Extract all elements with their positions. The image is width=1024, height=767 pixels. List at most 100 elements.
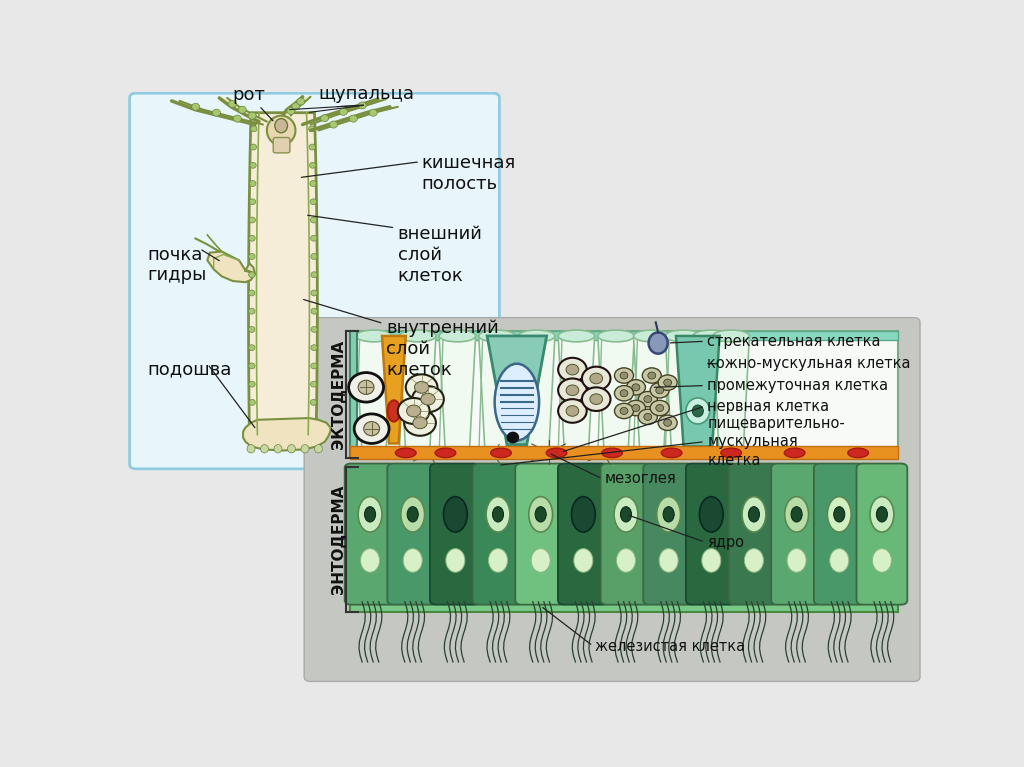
Ellipse shape bbox=[648, 372, 655, 379]
Ellipse shape bbox=[360, 548, 380, 572]
Ellipse shape bbox=[249, 344, 255, 351]
Ellipse shape bbox=[590, 374, 602, 384]
Ellipse shape bbox=[693, 330, 729, 342]
Ellipse shape bbox=[311, 308, 317, 314]
Ellipse shape bbox=[573, 548, 593, 572]
Ellipse shape bbox=[191, 104, 200, 110]
Polygon shape bbox=[303, 99, 386, 124]
Ellipse shape bbox=[311, 290, 317, 296]
Ellipse shape bbox=[308, 126, 315, 132]
Ellipse shape bbox=[632, 404, 640, 412]
Ellipse shape bbox=[247, 445, 255, 453]
Ellipse shape bbox=[310, 381, 316, 387]
Ellipse shape bbox=[664, 379, 672, 386]
Ellipse shape bbox=[870, 496, 894, 532]
Ellipse shape bbox=[412, 386, 443, 412]
Ellipse shape bbox=[493, 507, 504, 522]
Polygon shape bbox=[558, 336, 595, 456]
Ellipse shape bbox=[250, 180, 256, 186]
Ellipse shape bbox=[558, 399, 587, 423]
FancyBboxPatch shape bbox=[601, 463, 651, 604]
Ellipse shape bbox=[638, 409, 657, 425]
Ellipse shape bbox=[582, 387, 610, 411]
Ellipse shape bbox=[249, 235, 255, 241]
Polygon shape bbox=[283, 97, 310, 116]
Ellipse shape bbox=[395, 448, 416, 458]
Ellipse shape bbox=[415, 381, 429, 393]
Ellipse shape bbox=[311, 254, 317, 259]
Ellipse shape bbox=[531, 548, 550, 572]
FancyBboxPatch shape bbox=[304, 318, 920, 681]
Ellipse shape bbox=[355, 330, 392, 342]
Ellipse shape bbox=[309, 144, 315, 150]
Text: рот: рот bbox=[232, 86, 265, 104]
Ellipse shape bbox=[664, 507, 674, 522]
Ellipse shape bbox=[248, 112, 256, 119]
FancyBboxPatch shape bbox=[728, 463, 779, 604]
Bar bbox=[350, 331, 356, 458]
Ellipse shape bbox=[744, 548, 764, 572]
FancyBboxPatch shape bbox=[130, 94, 500, 469]
Polygon shape bbox=[355, 336, 392, 456]
Ellipse shape bbox=[249, 254, 255, 259]
FancyBboxPatch shape bbox=[515, 463, 566, 604]
Ellipse shape bbox=[486, 496, 510, 532]
Ellipse shape bbox=[407, 405, 421, 417]
Ellipse shape bbox=[288, 445, 296, 453]
Ellipse shape bbox=[292, 103, 300, 110]
Ellipse shape bbox=[827, 496, 851, 532]
Ellipse shape bbox=[621, 372, 628, 379]
Ellipse shape bbox=[314, 445, 323, 453]
Ellipse shape bbox=[274, 445, 282, 453]
Text: железистая клетка: железистая клетка bbox=[595, 638, 744, 653]
Ellipse shape bbox=[249, 199, 256, 205]
Polygon shape bbox=[713, 336, 750, 456]
Ellipse shape bbox=[666, 330, 701, 342]
Polygon shape bbox=[172, 101, 263, 124]
Ellipse shape bbox=[310, 180, 316, 186]
Bar bbox=[350, 446, 898, 459]
Ellipse shape bbox=[546, 448, 567, 458]
Ellipse shape bbox=[310, 235, 317, 241]
FancyBboxPatch shape bbox=[558, 463, 608, 604]
Text: пищеварительно-
мускульная
клетка: пищеварительно- мускульная клетка bbox=[708, 416, 845, 468]
Ellipse shape bbox=[267, 116, 296, 145]
Polygon shape bbox=[382, 336, 406, 443]
FancyBboxPatch shape bbox=[345, 463, 395, 604]
Text: мезоглея: мезоглея bbox=[604, 472, 676, 486]
Ellipse shape bbox=[792, 507, 802, 522]
Ellipse shape bbox=[274, 119, 288, 133]
Text: кишечная
полость: кишечная полость bbox=[422, 154, 516, 193]
Ellipse shape bbox=[249, 381, 255, 387]
Ellipse shape bbox=[228, 100, 237, 107]
Ellipse shape bbox=[528, 496, 553, 532]
Ellipse shape bbox=[311, 327, 317, 332]
Ellipse shape bbox=[627, 380, 645, 395]
Ellipse shape bbox=[662, 448, 682, 458]
FancyBboxPatch shape bbox=[643, 463, 694, 604]
Ellipse shape bbox=[566, 385, 579, 396]
Ellipse shape bbox=[872, 548, 892, 572]
Text: нервная клетка: нервная клетка bbox=[708, 399, 829, 413]
Ellipse shape bbox=[536, 507, 546, 522]
Ellipse shape bbox=[310, 217, 316, 223]
Bar bbox=[350, 331, 898, 340]
Ellipse shape bbox=[239, 106, 246, 114]
Ellipse shape bbox=[614, 403, 634, 419]
Text: ЭКТОДЕРМА: ЭКТОДЕРМА bbox=[331, 340, 346, 449]
FancyBboxPatch shape bbox=[473, 463, 523, 604]
Ellipse shape bbox=[655, 387, 664, 393]
Ellipse shape bbox=[614, 386, 634, 401]
Ellipse shape bbox=[627, 400, 645, 416]
Ellipse shape bbox=[642, 368, 662, 384]
Ellipse shape bbox=[490, 448, 511, 458]
Ellipse shape bbox=[598, 330, 634, 342]
Polygon shape bbox=[666, 336, 701, 456]
Ellipse shape bbox=[249, 290, 255, 296]
Ellipse shape bbox=[655, 404, 664, 412]
Ellipse shape bbox=[686, 398, 710, 424]
Text: ядро: ядро bbox=[708, 535, 744, 550]
Text: кожно-мускульная клетка: кожно-мускульная клетка bbox=[708, 356, 910, 371]
Ellipse shape bbox=[656, 496, 681, 532]
FancyBboxPatch shape bbox=[387, 463, 438, 604]
